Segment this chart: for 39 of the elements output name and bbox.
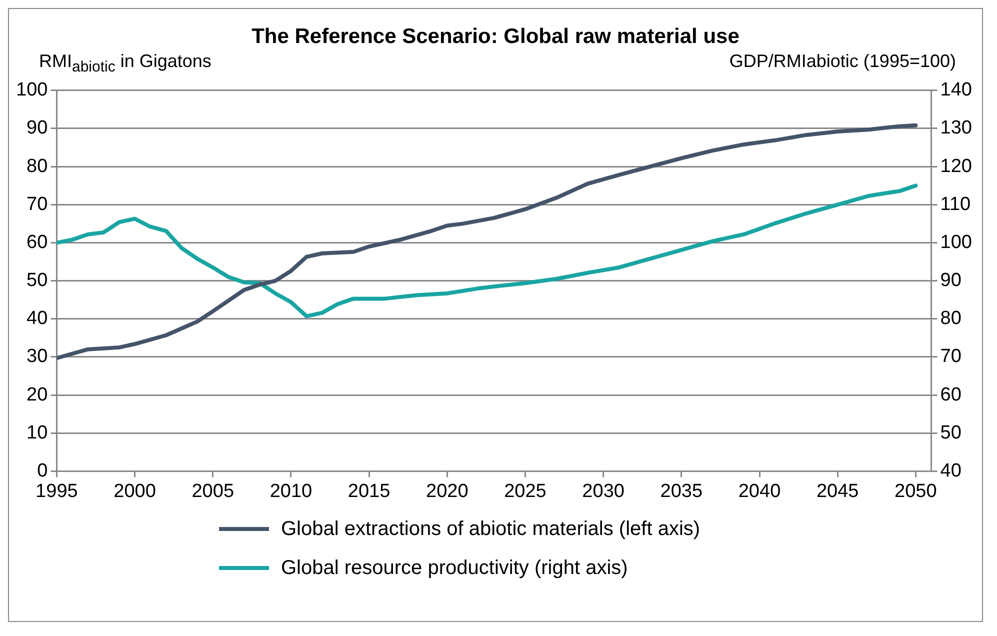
x-tick-label: 2045 bbox=[816, 480, 859, 502]
y-tick-label: 80 bbox=[26, 155, 48, 176]
legend-label: Global resource productivity (right axis) bbox=[281, 556, 628, 580]
y2-tick-label: 40 bbox=[940, 460, 962, 482]
y2-axis-title: GDP/RMIabiotic (1995=100) bbox=[729, 51, 956, 73]
x-tick-label: 2020 bbox=[426, 480, 468, 502]
x-tick-label: 2015 bbox=[348, 480, 390, 502]
y2-tick-label: 100 bbox=[940, 232, 972, 253]
y2-tick-label: 50 bbox=[940, 422, 962, 443]
y-tick-label: 40 bbox=[26, 308, 48, 329]
y2-tick-label: 60 bbox=[940, 384, 962, 405]
y-tick-label: 90 bbox=[26, 117, 48, 138]
y-tick-label: 60 bbox=[26, 232, 48, 253]
x-tick-label: 2010 bbox=[270, 480, 312, 502]
legend-label: Global extractions of abiotic materials (left axis) bbox=[281, 518, 700, 541]
chart-title: The Reference Scenario: Global raw material use bbox=[250, 25, 740, 49]
y-tick-label: 50 bbox=[26, 270, 48, 291]
y-tick-label: 0 bbox=[37, 460, 48, 482]
y-tick-label: 30 bbox=[26, 346, 48, 367]
y-axis-title: RMI$_{abiotic}$ in Gigatons bbox=[39, 51, 212, 76]
x-tick-label: 2040 bbox=[738, 480, 781, 502]
x-tick-label: 2035 bbox=[660, 480, 703, 502]
y2-tick-label: 70 bbox=[940, 346, 962, 367]
y2-tick-label: 110 bbox=[940, 193, 971, 214]
x-tick-label: 1995 bbox=[36, 480, 78, 502]
y-tick-label: 70 bbox=[26, 193, 48, 214]
y2-tick-label: 90 bbox=[940, 270, 962, 291]
y2-tick-label: 130 bbox=[940, 117, 972, 138]
y2-tick-label: 140 bbox=[940, 79, 972, 100]
x-tick-label: 2000 bbox=[114, 480, 156, 502]
x-tick-label: 2025 bbox=[504, 480, 546, 502]
y2-tick-label: 120 bbox=[940, 155, 972, 176]
x-tick-label: 2050 bbox=[894, 480, 937, 502]
x-tick-label: 2005 bbox=[192, 480, 234, 502]
y-tick-label: 100 bbox=[16, 79, 48, 100]
y2-tick-label: 80 bbox=[940, 308, 962, 329]
x-tick-label: 2030 bbox=[582, 480, 624, 502]
y-tick-label: 10 bbox=[26, 422, 48, 443]
y-tick-label: 20 bbox=[26, 384, 48, 405]
